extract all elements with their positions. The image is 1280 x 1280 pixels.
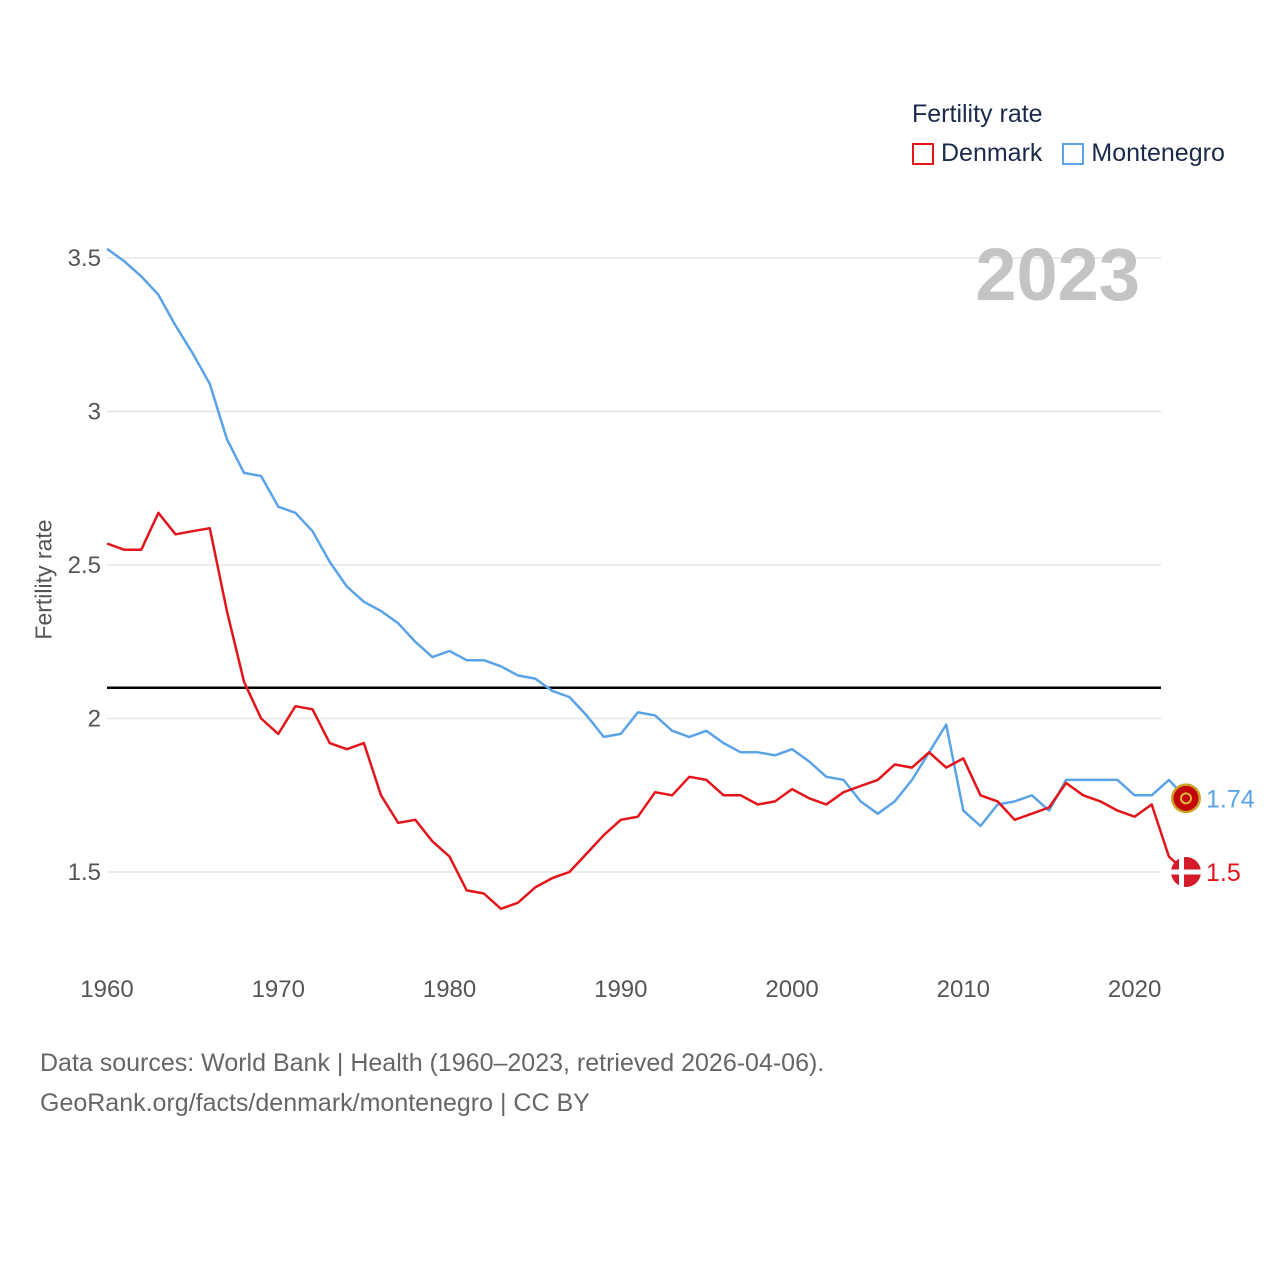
series-line-denmark: [106, 511, 1187, 911]
flag-emblem: [1180, 792, 1192, 805]
x-tick-label: 2010: [937, 976, 990, 1003]
end-value-label: 1.74: [1206, 785, 1255, 813]
legend-swatch-denmark: [912, 142, 934, 165]
y-axis-ticks: 1.5 2 2.5 3 3.5: [68, 245, 101, 886]
grid-lines: [107, 257, 1161, 873]
legend-label-denmark: Denmark: [941, 139, 1043, 167]
source-link[interactable]: GeoRank.org/facts/denmark/montenegro | C…: [40, 1089, 590, 1117]
year-watermark: 2023: [975, 233, 1140, 316]
end-marker-denmark: 1.5: [1171, 857, 1241, 887]
end-value-label: 1.5: [1206, 859, 1241, 887]
end-marker-montenegro: 1.74: [1171, 783, 1255, 814]
legend-label-montenegro: Montenegro: [1091, 139, 1225, 167]
legend: Fertility rate Denmark Montenegro: [912, 100, 1225, 168]
x-tick-label: 1970: [252, 976, 305, 1003]
x-axis-ticks: 1960 1970 1980 1990 2000 2010 2020: [80, 976, 1161, 1003]
series-lines: [106, 247, 1187, 911]
flag-field: [1173, 785, 1199, 811]
y-axis-label: Fertility rate: [30, 519, 57, 640]
legend-title: Fertility rate: [912, 100, 1043, 128]
x-tick-label: 1960: [80, 976, 133, 1003]
y-tick-label: 3.5: [68, 245, 101, 272]
flag-cross-horizontal: [1171, 869, 1201, 875]
y-tick-label: 3: [88, 399, 101, 426]
x-tick-label: 2020: [1108, 976, 1161, 1003]
end-markers: 1.74 1.5: [1171, 783, 1255, 887]
legend-item-montenegro[interactable]: Montenegro: [1062, 139, 1225, 168]
footer: Data sources: World Bank | Health (1960–…: [40, 1043, 824, 1123]
y-tick-label: 2.5: [68, 552, 101, 579]
y-tick-label: 2: [88, 706, 101, 733]
x-tick-label: 1990: [594, 976, 647, 1003]
legend-item-denmark[interactable]: Denmark: [912, 139, 1042, 168]
data-source-text: Data sources: World Bank | Health (1960–…: [40, 1049, 825, 1077]
legend-swatch-montenegro: [1062, 142, 1085, 165]
y-tick-label: 1.5: [68, 859, 101, 886]
x-tick-label: 2000: [765, 976, 818, 1003]
x-tick-label: 1980: [423, 976, 476, 1003]
series-line-montenegro: [106, 247, 1187, 828]
